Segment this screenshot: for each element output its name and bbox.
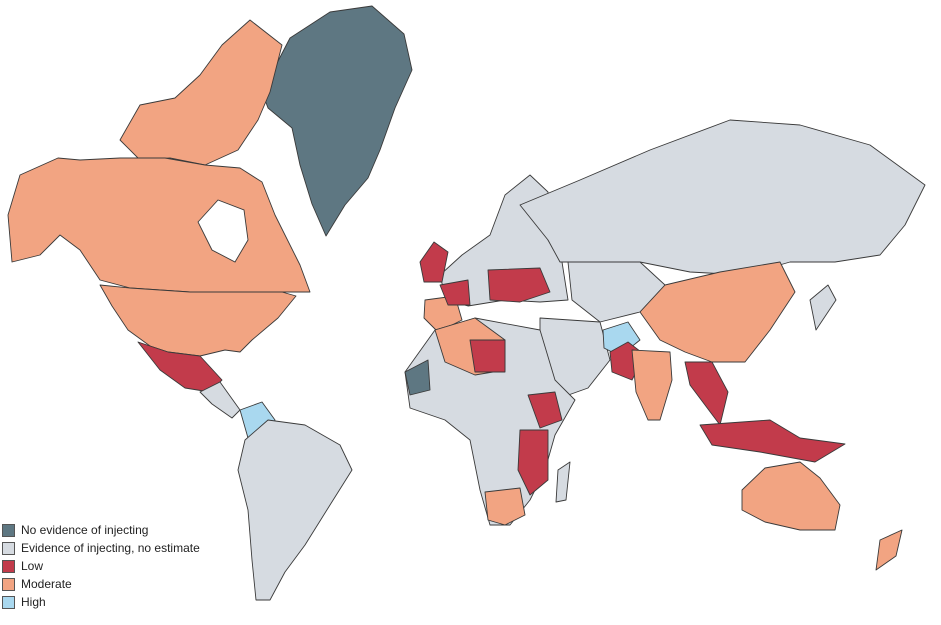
hudson-bay (197, 199, 249, 263)
region-central-america (199, 381, 241, 419)
legend-swatch (2, 541, 15, 555)
legend-item-low: Low (2, 557, 200, 575)
region-southern-africa (484, 487, 526, 526)
region-libya (469, 339, 506, 373)
region-japan (809, 284, 837, 331)
legend: No evidence of injecting Evidence of inj… (2, 521, 200, 611)
region-southeast-asia (684, 361, 729, 426)
region-france (439, 279, 471, 306)
legend-item-moderate: Moderate (2, 575, 200, 593)
region-indonesia (699, 419, 846, 463)
legend-label: No evidence of injecting (21, 523, 149, 537)
region-india (631, 349, 673, 421)
legend-item-high: High (2, 593, 200, 611)
legend-swatch (2, 559, 15, 573)
region-usa (99, 284, 297, 357)
legend-swatch (2, 577, 15, 591)
region-madagascar (555, 461, 571, 503)
region-south-america (237, 419, 353, 601)
legend-item-no-evidence: No evidence of injecting (2, 521, 200, 539)
legend-label: Evidence of injecting, no estimate (21, 541, 200, 555)
region-china (639, 261, 796, 363)
region-ethiopia (527, 391, 563, 429)
region-arctic-islands (119, 19, 283, 166)
legend-swatch (2, 523, 15, 537)
legend-label: Low (21, 559, 44, 573)
legend-item-evidence-no-estimate: Evidence of injecting, no estimate (2, 539, 200, 557)
region-new-zealand (875, 529, 903, 571)
region-uk (419, 241, 449, 283)
legend-label: Moderate (21, 577, 72, 591)
region-canada-alaska (7, 157, 311, 293)
region-western-sahara (404, 359, 431, 396)
region-russia (519, 119, 926, 276)
region-eastern-europe (487, 267, 551, 303)
region-australia (741, 461, 841, 531)
legend-label: High (21, 595, 46, 609)
region-greenland (261, 5, 413, 237)
legend-swatch (2, 595, 15, 609)
region-east-africa (517, 429, 549, 496)
